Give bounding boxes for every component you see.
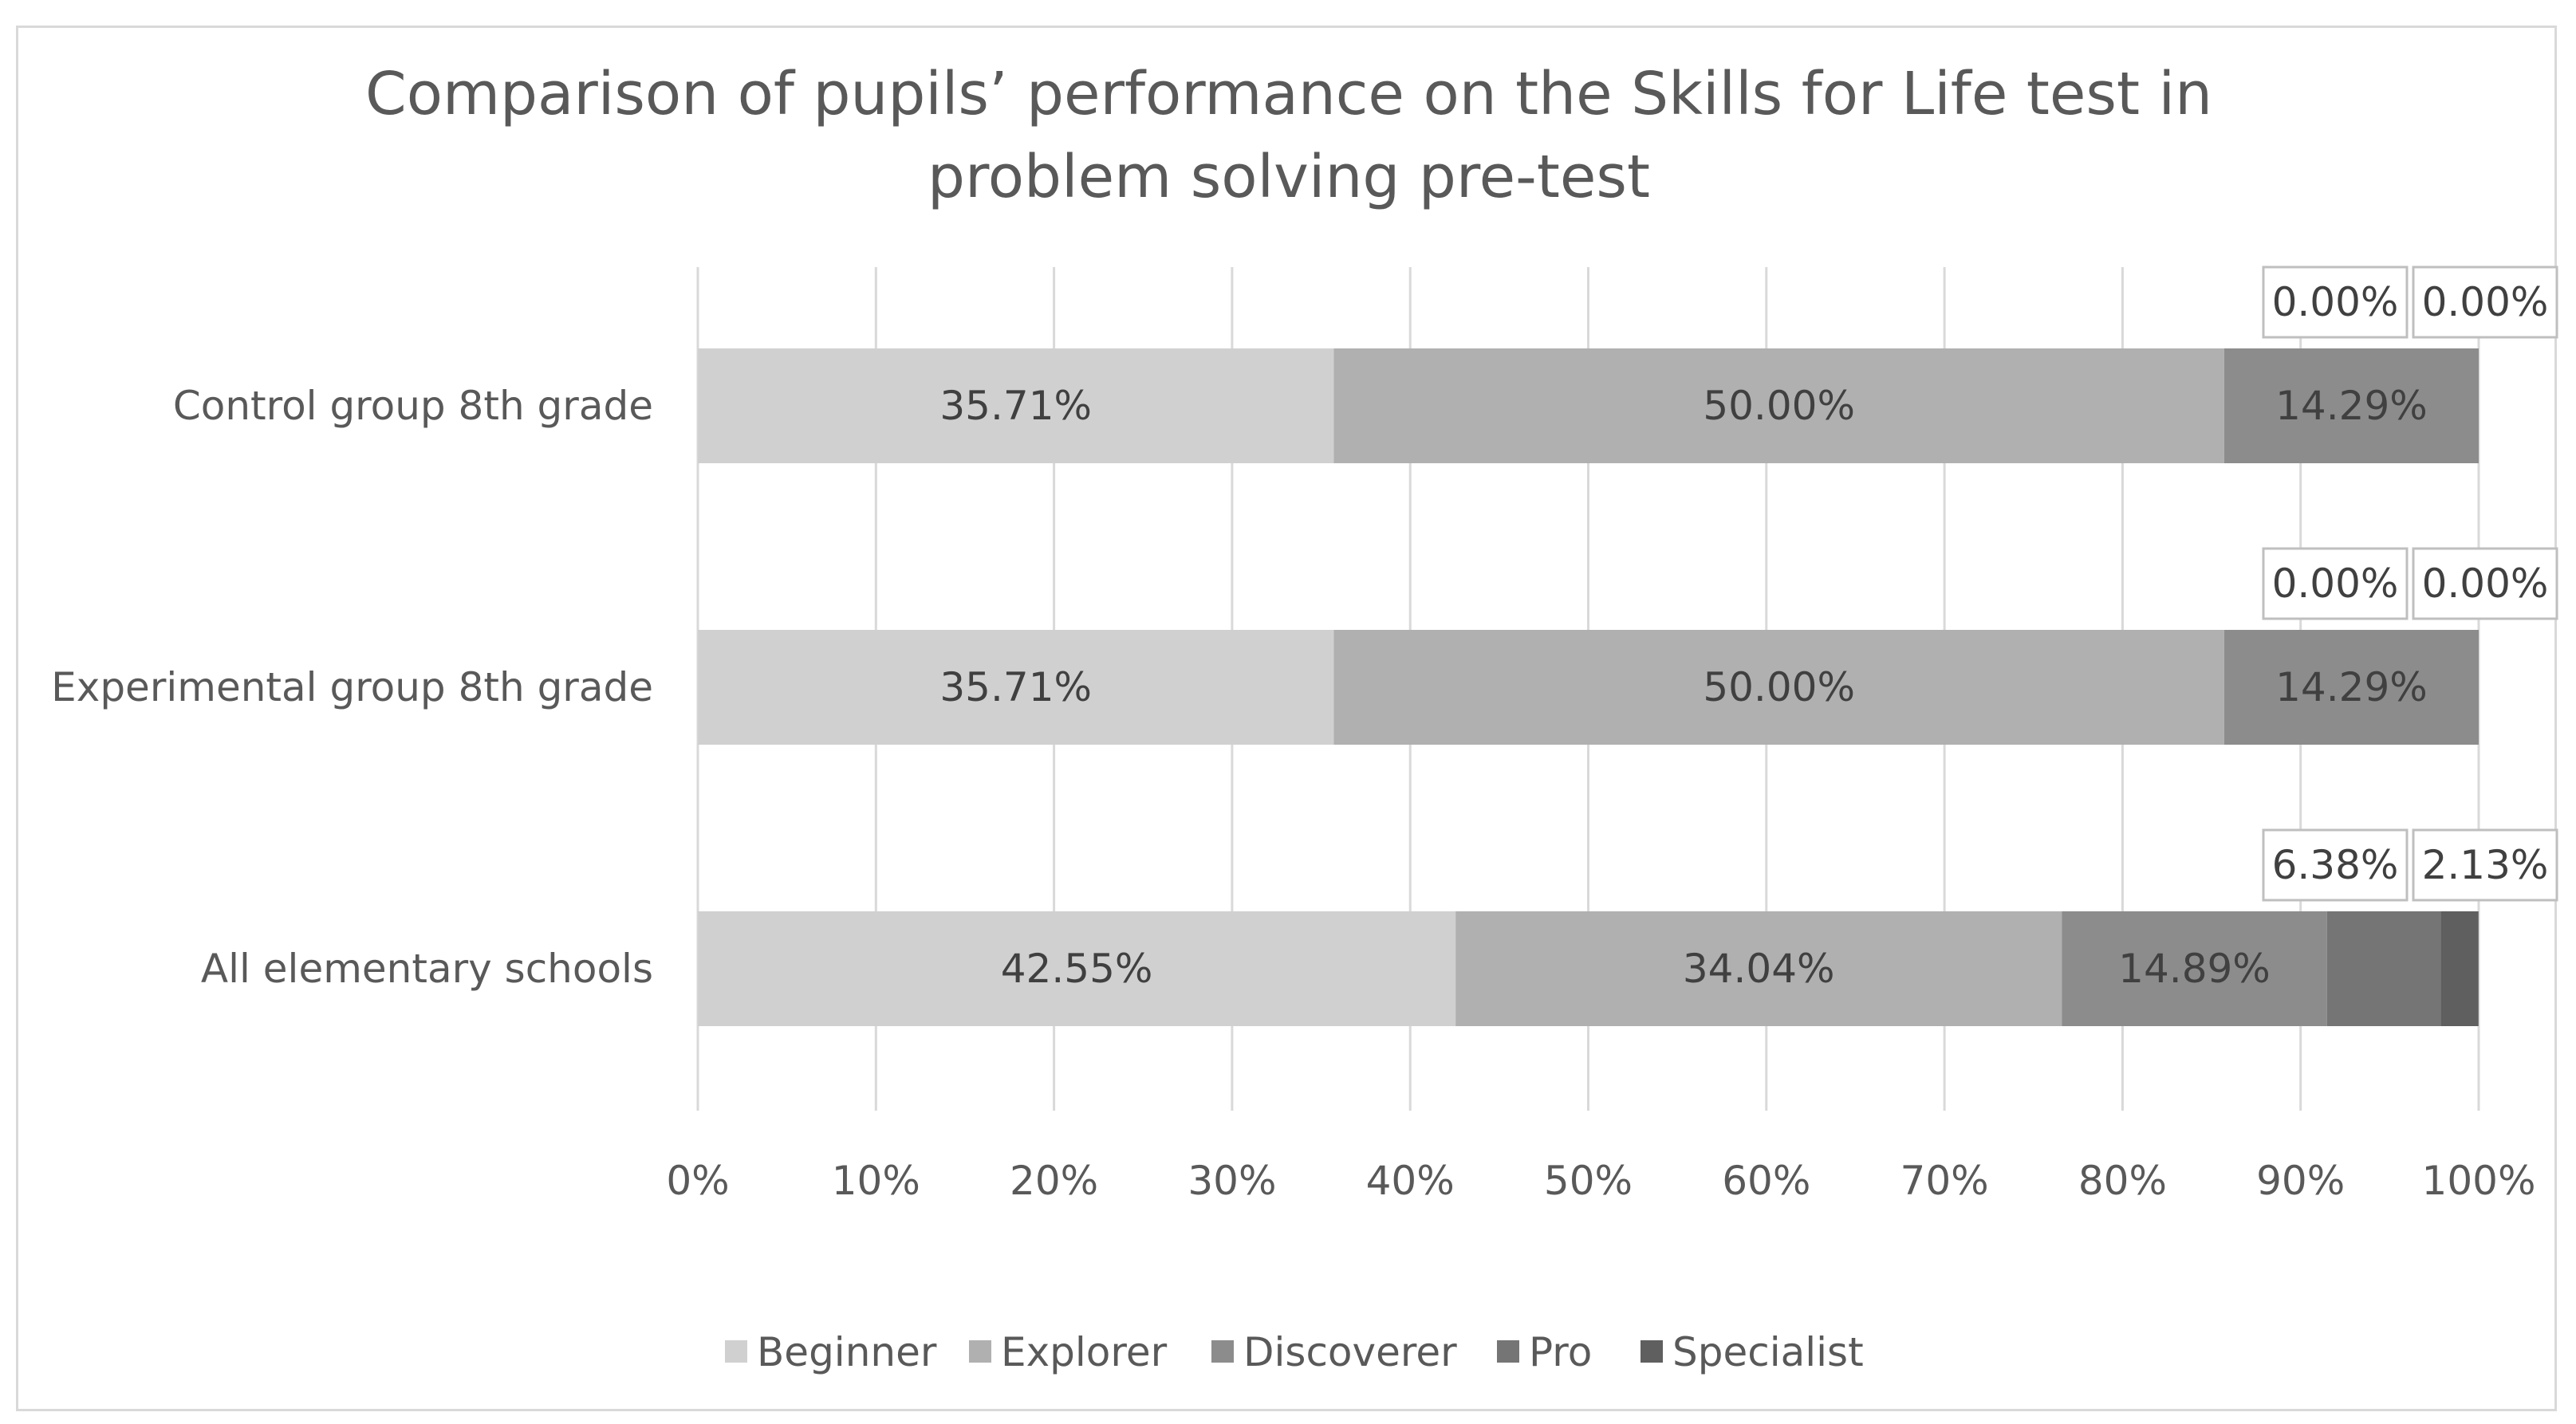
- data-label-box: [2412, 266, 2558, 339]
- category-label: Control group 8th grade: [173, 383, 653, 429]
- data-label: 14.89%: [2118, 946, 2271, 992]
- x-tick-label: 80%: [2078, 1158, 2167, 1204]
- data-label-box: [2412, 828, 2558, 902]
- data-label-box: [2262, 828, 2409, 902]
- data-label: 35.71%: [939, 664, 1092, 710]
- bar-segment-discoverer: [2223, 630, 2479, 745]
- bar-segment-discoverer: [2062, 911, 2327, 1026]
- bar-segment-beginner: [698, 630, 1334, 745]
- bar-segment-explorer: [1333, 630, 2224, 745]
- legend-label: Explorer: [1001, 1329, 1168, 1375]
- x-tick-label: 70%: [1900, 1158, 1989, 1204]
- data-label-box: [2262, 547, 2409, 620]
- bar-segment-explorer: [1455, 911, 2062, 1026]
- bar-segment-discoverer: [2223, 348, 2479, 463]
- data-label: 0.00%: [2422, 561, 2549, 607]
- data-label: 14.29%: [2275, 383, 2428, 429]
- x-tick-label: 30%: [1188, 1158, 1276, 1204]
- data-label: 50.00%: [1703, 664, 1855, 710]
- legend-label: Pro: [1529, 1329, 1592, 1375]
- legend-swatch-pro: [1497, 1340, 1519, 1363]
- x-tick-label: 0%: [666, 1158, 729, 1204]
- data-label: 34.04%: [1683, 946, 1835, 992]
- data-label-box: [2412, 547, 2558, 620]
- legend-swatch-explorer: [969, 1340, 991, 1363]
- bar-segment-explorer: [1333, 348, 2224, 463]
- category-label: Experimental group 8th grade: [51, 664, 653, 710]
- x-tick-label: 90%: [2256, 1158, 2345, 1204]
- category-label: All elementary schools: [201, 946, 653, 992]
- x-tick-label: 40%: [1366, 1158, 1455, 1204]
- legend-label: Beginner: [757, 1329, 937, 1375]
- data-label: 42.55%: [1001, 946, 1153, 992]
- bar-segment-beginner: [698, 911, 1456, 1026]
- x-tick-label: 100%: [2422, 1158, 2536, 1204]
- data-label: 50.00%: [1703, 383, 1855, 429]
- legend-swatch-specialist: [1641, 1340, 1663, 1363]
- legend-label: Discoverer: [1243, 1329, 1457, 1375]
- data-label: 0.00%: [2272, 279, 2399, 325]
- chart-svg: Comparison of pupils’ performance on the…: [51, 60, 2558, 1375]
- chart-title-line: problem solving pre-test: [928, 143, 1650, 211]
- data-label: 35.71%: [939, 383, 1092, 429]
- data-label: 2.13%: [2422, 842, 2549, 888]
- legend-swatch-beginner: [725, 1340, 747, 1363]
- x-tick-label: 20%: [1010, 1158, 1098, 1204]
- bar-segment-beginner: [698, 348, 1334, 463]
- x-tick-label: 50%: [1544, 1158, 1633, 1204]
- x-tick-label: 60%: [1722, 1158, 1810, 1204]
- chart-title-line: Comparison of pupils’ performance on the…: [365, 60, 2212, 128]
- bar-segment-pro: [2326, 911, 2441, 1026]
- data-label: 0.00%: [2272, 561, 2399, 607]
- bar-segment-specialist: [2440, 911, 2479, 1026]
- legend-label: Specialist: [1672, 1329, 1864, 1375]
- legend-swatch-discoverer: [1211, 1340, 1234, 1363]
- data-label: 14.29%: [2275, 664, 2428, 710]
- data-label: 6.38%: [2272, 842, 2399, 888]
- x-tick-label: 10%: [832, 1158, 920, 1204]
- data-label-box: [2262, 266, 2409, 339]
- data-label: 0.00%: [2422, 279, 2549, 325]
- chart-frame: Comparison of pupils’ performance on the…: [16, 26, 2558, 1411]
